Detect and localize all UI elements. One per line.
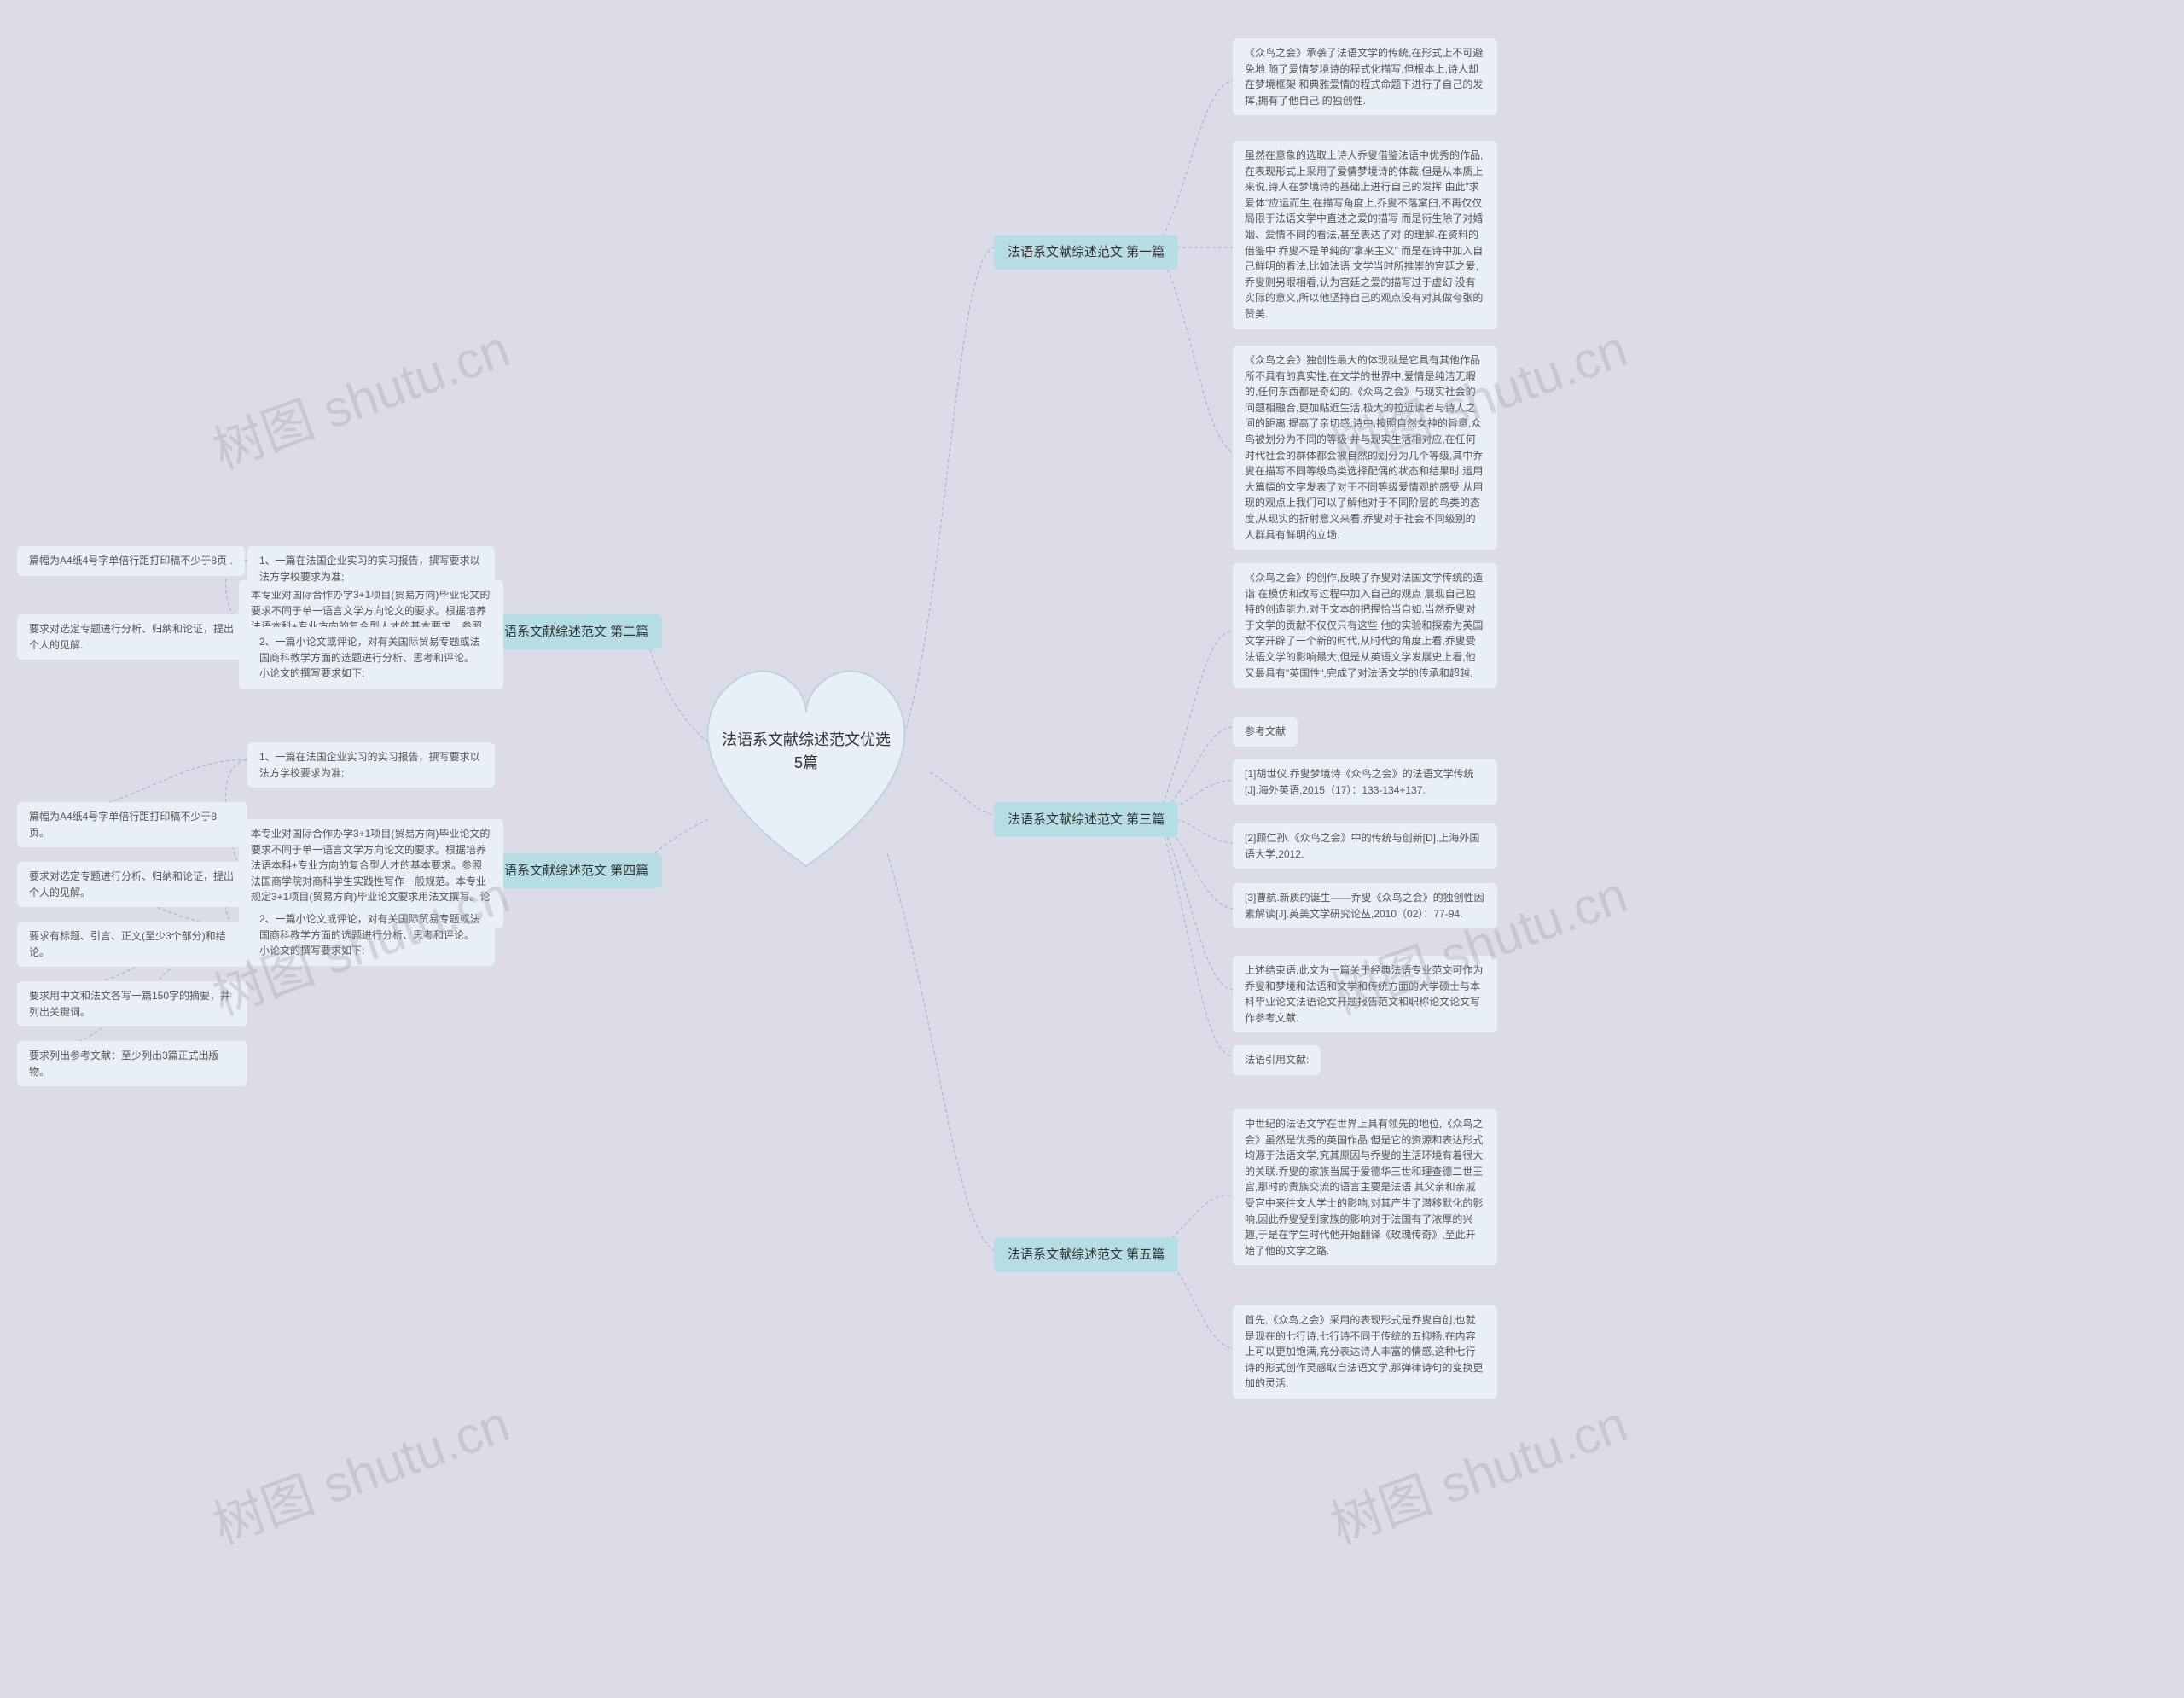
section-node-s3[interactable]: 法语系文献综述范文 第三篇 bbox=[994, 802, 1178, 837]
leaf-node-s5c2: 首先,《众鸟之会》采用的表现形式是乔叟自创,也就是现在的七行诗,七行诗不同于传统… bbox=[1233, 1305, 1497, 1399]
leaf-node-s3c4: [2]顾仁孙.《众鸟之会》中的传统与创新[D].上海外国语大学,2012. bbox=[1233, 823, 1497, 869]
root-title: 法语系文献综述范文优选5篇 bbox=[721, 729, 892, 775]
leaf-node-s3c2: 参考文献 bbox=[1233, 717, 1298, 747]
leaf-node-s4g5: 要求列出参考文献：至少列出3篇正式出版物。 bbox=[17, 1041, 247, 1086]
leaf-node-s3c6: 上述结束语.此文为一篇关于经典法语专业范文可作为乔叟和梦境和法语和文学和传统方面… bbox=[1233, 956, 1497, 1032]
leaf-node-s4g3: 要求有标题、引言、正文(至少3个部分)和结论。 bbox=[17, 922, 247, 967]
leaf-node-s2c2: 2、一篇小论文或评论，对有关国际贸易专题或法国商科教学方面的选题进行分析、思考和… bbox=[247, 627, 495, 689]
section-node-s2[interactable]: 法语系文献综述范文 第二篇 bbox=[478, 614, 662, 649]
leaf-node-s1c3: 《众鸟之会》独创性最大的体现就是它具有其他作品所不具有的真实性,在文学的世界中,… bbox=[1233, 346, 1497, 550]
leaf-node-s4c1: 1、一篇在法国企业实习的实习报告，撰写要求以法方学校要求为准; bbox=[247, 742, 495, 788]
leaf-node-s4g2: 要求对选定专题进行分析、归纳和论证，提出个人的见解。 bbox=[17, 862, 247, 907]
leaf-node-s2c1: 1、一篇在法国企业实习的实习报告，撰写要求以法方学校要求为准; bbox=[247, 546, 495, 591]
watermark: 树图 shutu.cn bbox=[1319, 1382, 1635, 1558]
watermark: 树图 shutu.cn bbox=[201, 1382, 518, 1558]
leaf-node-s3c1: 《众鸟之会》的创作,反映了乔叟对法国文学传统的造诣 在模仿和改写过程中加入自己的… bbox=[1233, 563, 1497, 688]
leaf-node-s4g1: 篇幅为A4纸4号字单倍行距打印稿不少于8页。 bbox=[17, 802, 247, 847]
section-node-s5[interactable]: 法语系文献综述范文 第五篇 bbox=[994, 1237, 1178, 1272]
leaf-node-s3c5: [3]曹航.新质的诞生——乔叟《众鸟之会》的独创性因素解读[J].英美文学研究论… bbox=[1233, 883, 1497, 928]
leaf-node-s4g4: 要求用中文和法文各写一篇150字的摘要，并列出关键词。 bbox=[17, 981, 247, 1026]
leaf-node-s2g1: 篇幅为A4纸4号字单倍行距打印稿不少于8页 . bbox=[17, 546, 245, 576]
leaf-node-s1c1: 《众鸟之会》承袭了法语文学的传统,在形式上不可避免地 随了爱情梦境诗的程式化描写… bbox=[1233, 38, 1497, 115]
leaf-node-s3c7: 法语引用文献: bbox=[1233, 1045, 1321, 1075]
leaf-node-s3c3: [1]胡世仪.乔叟梦境诗《众鸟之会》的法语文学传统[J].海外英语,2015（1… bbox=[1233, 759, 1497, 805]
leaf-node-s1c2: 虽然在意象的选取上诗人乔叟借鉴法语中优秀的作品,在表现形式上采用了爱情梦境诗的体… bbox=[1233, 141, 1497, 329]
section-node-s4[interactable]: 法语系文献综述范文 第四篇 bbox=[478, 853, 662, 888]
leaf-node-s5c1: 中世纪的法语文学在世界上具有领先的地位,《众鸟之会》虽然是优秀的英国作品 但是它… bbox=[1233, 1109, 1497, 1265]
root-node: 法语系文献综述范文优选5篇 bbox=[678, 644, 934, 883]
section-node-s1[interactable]: 法语系文献综述范文 第一篇 bbox=[994, 235, 1178, 270]
leaf-node-s4c2: 2、一篇小论文或评论，对有关国际贸易专题或法国商科教学方面的选题进行分析、思考和… bbox=[247, 904, 495, 966]
leaf-node-s2g2: 要求对选定专题进行分析、归纳和论证，提出个人的见解. bbox=[17, 614, 247, 660]
watermark: 树图 shutu.cn bbox=[201, 307, 518, 483]
